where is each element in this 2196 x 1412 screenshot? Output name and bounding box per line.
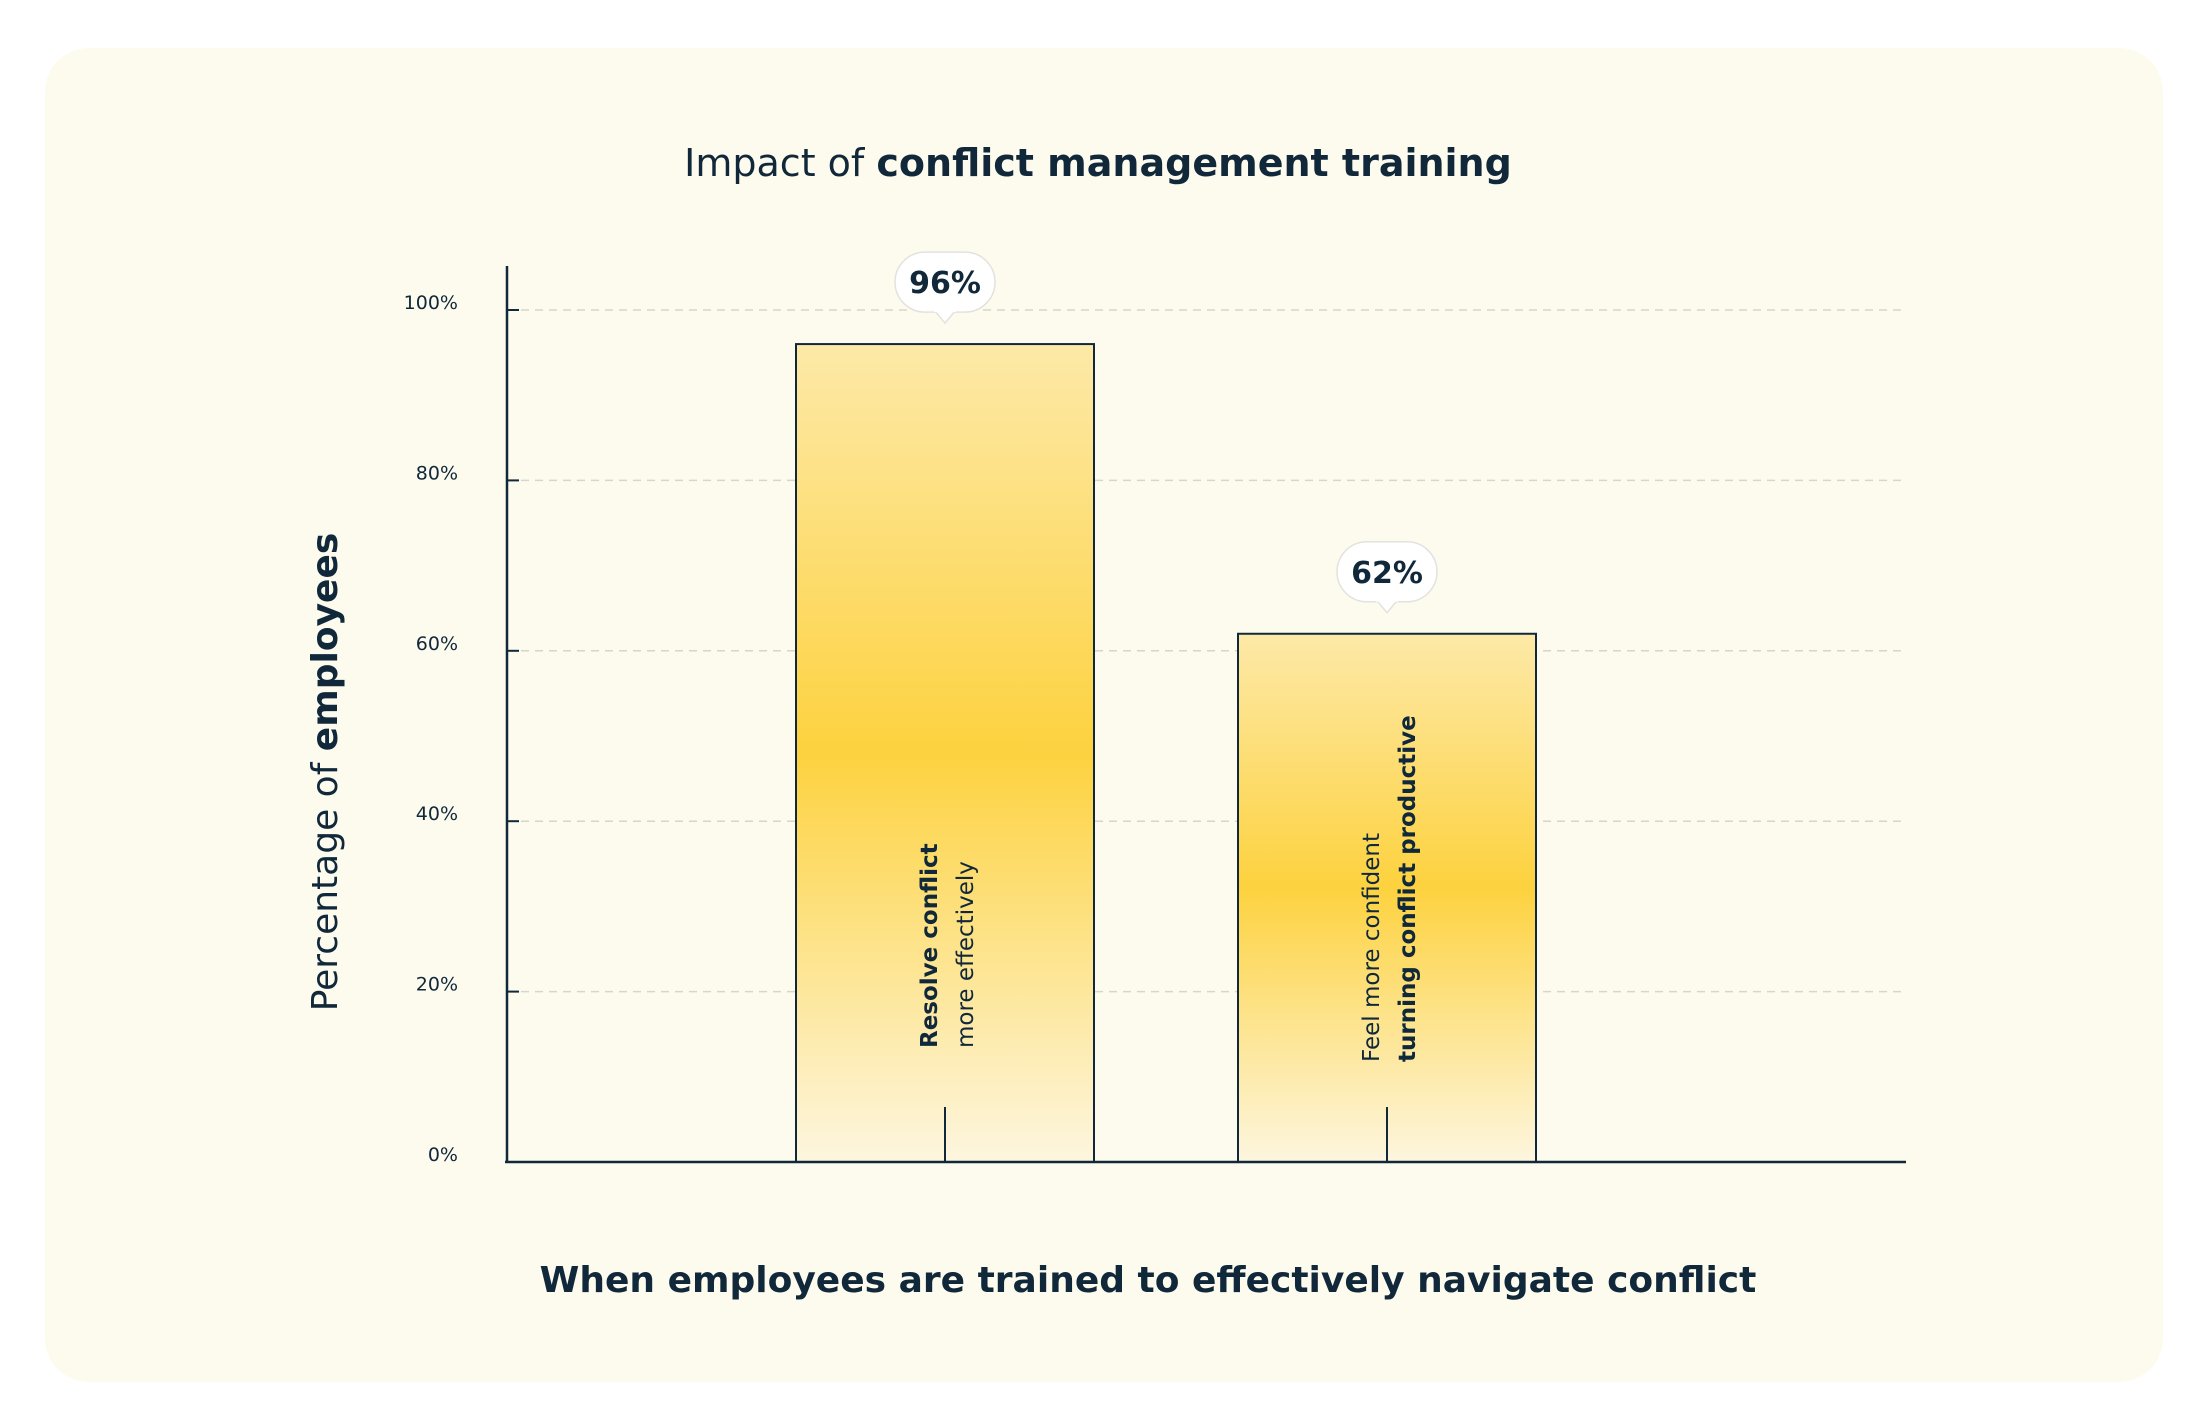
category-label-line2: turning conflict productive	[1395, 715, 1421, 1062]
bar-group: 62% Feel more confident turning conflict p…	[1237, 541, 1537, 1163]
y-tick-label: 80%	[416, 462, 458, 484]
value-bubble-seam	[1376, 597, 1398, 602]
bar	[795, 343, 1095, 1163]
value-label: 62%	[1351, 556, 1423, 591]
value-bubble-seam	[934, 308, 956, 313]
chart-title: Impact of conflict management training	[684, 141, 1512, 185]
value-bubble: 96%	[894, 251, 996, 325]
bar	[1237, 632, 1537, 1163]
y-tick-label: 100%	[404, 292, 458, 314]
y-axis-label-bold: employees	[305, 533, 346, 752]
bars: 96% Resolve conflict more effectively 62% Fe…	[795, 251, 1537, 1163]
category-label-line1: Resolve conflict	[917, 843, 943, 1048]
y-tick-label: 40%	[416, 803, 458, 825]
value-bubble-pointer	[1375, 600, 1399, 614]
gridlines	[507, 309, 1906, 993]
y-tick-label: 60%	[416, 633, 458, 655]
category-label-line1: Feel more confident	[1359, 833, 1385, 1062]
value-bubble-pointer	[933, 310, 957, 325]
value-label: 96%	[909, 266, 981, 301]
chart-card	[45, 48, 2163, 1382]
y-tick-label: 20%	[416, 974, 458, 996]
y-axis-label: Percentage of employees	[305, 533, 346, 1012]
y-axis-ticks: 0% 20% 40% 60% 80% 100%	[404, 292, 519, 1166]
category-label-line2: more effectively	[953, 861, 979, 1048]
y-tick-label: 0%	[428, 1144, 458, 1166]
y-axis-label-light: Percentage of	[305, 751, 346, 1011]
value-bubble: 62%	[1336, 541, 1438, 614]
chart-title-light: Impact of	[684, 141, 876, 185]
bar-group: 96% Resolve conflict more effectively	[795, 251, 1095, 1163]
chart-title-bold: conflict management training	[876, 141, 1511, 185]
x-axis-label: When employees are trained to effectivel…	[540, 1260, 1757, 1301]
